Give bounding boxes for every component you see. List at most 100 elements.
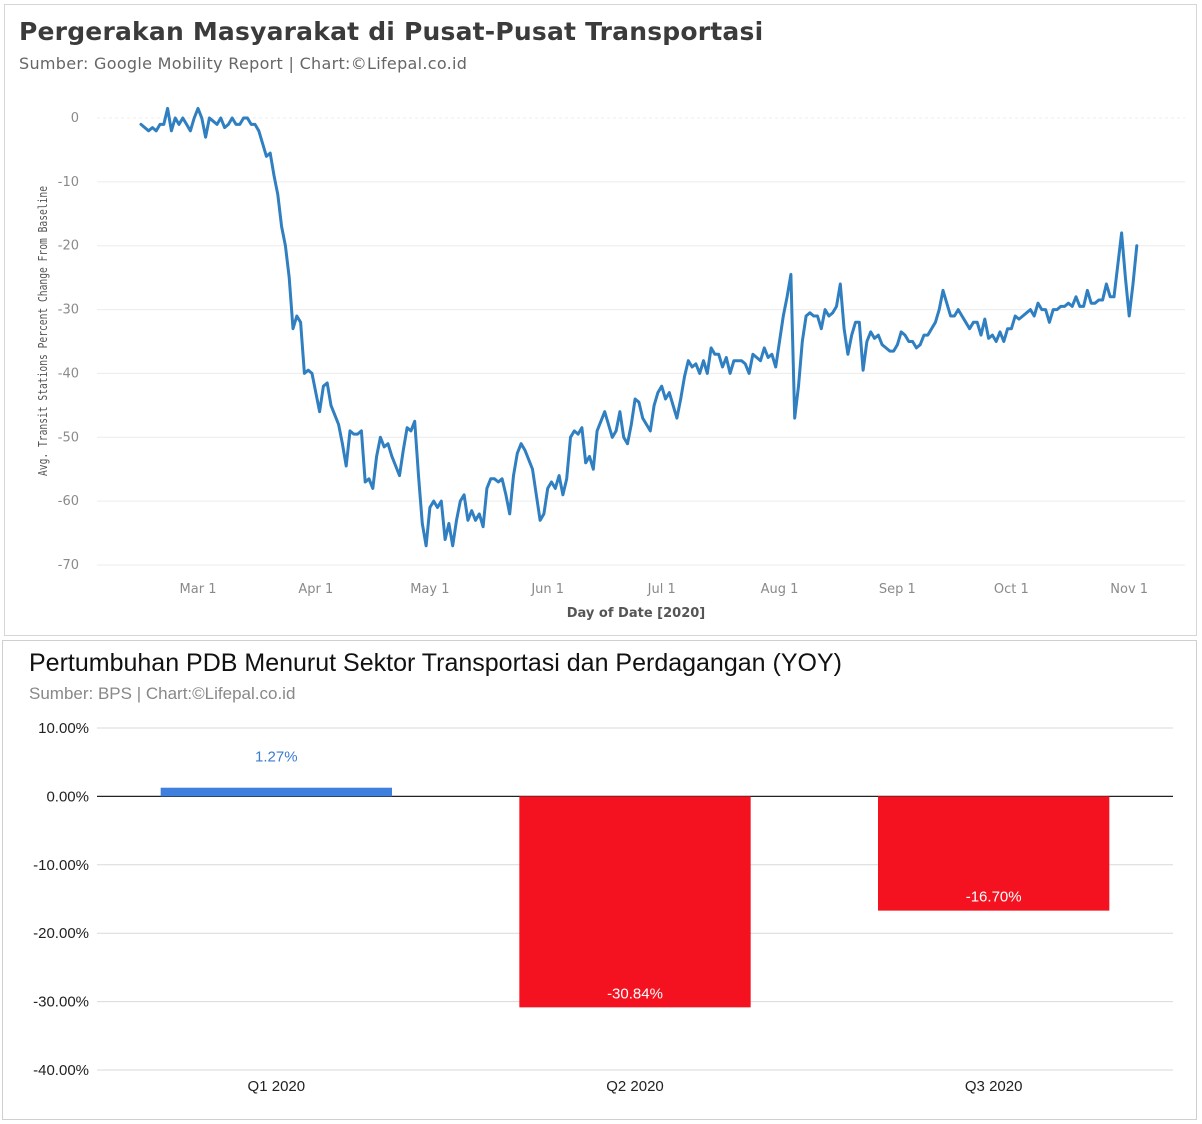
data-point <box>660 385 663 388</box>
data-point <box>409 429 413 433</box>
data-point <box>945 302 948 305</box>
data-point <box>900 330 903 334</box>
data-point <box>250 123 253 126</box>
data-point <box>820 327 823 330</box>
data-point <box>219 116 222 120</box>
y-axis-label: Avg. Transit Stations Percent Change Fro… <box>36 186 50 476</box>
data-point <box>778 340 781 343</box>
data-point <box>162 123 165 126</box>
data-point <box>926 333 929 337</box>
y-tick-label: 10.00% <box>38 720 89 737</box>
data-point <box>147 129 150 132</box>
data-point <box>295 314 298 318</box>
data-point <box>782 314 785 318</box>
data-point <box>299 321 302 324</box>
data-point <box>573 429 576 433</box>
data-point <box>333 413 336 417</box>
data-point <box>386 442 390 445</box>
data-point <box>1017 317 1021 321</box>
x-tick-label: Q2 2020 <box>606 1078 664 1095</box>
data-point <box>728 372 732 375</box>
data-point <box>717 353 720 356</box>
data-point <box>698 372 701 375</box>
x-tick-label: Aug 1 <box>761 582 799 597</box>
data-point <box>318 410 321 413</box>
data-point <box>607 423 610 426</box>
y-tick-label: -40.00% <box>33 1062 89 1079</box>
data-point <box>356 432 359 436</box>
data-point <box>550 480 553 484</box>
data-point <box>888 349 891 353</box>
data-point <box>1078 305 1082 308</box>
data-point <box>858 321 861 324</box>
bar-q2-2020 <box>519 796 751 1008</box>
data-point <box>599 420 603 423</box>
data-point <box>884 346 888 350</box>
data-point <box>246 116 249 120</box>
data-point <box>842 327 846 330</box>
data-point <box>417 474 420 477</box>
data-point <box>854 321 857 324</box>
data-point <box>827 314 831 318</box>
data-point <box>231 116 234 120</box>
mobility-chart-subtitle: Sumber: Google Mobility Report | Chart:©… <box>19 54 468 73</box>
data-point <box>242 116 245 120</box>
data-point <box>1131 282 1135 286</box>
data-point <box>732 359 736 362</box>
data-point <box>785 295 789 298</box>
data-point <box>367 477 371 480</box>
bar-q3-2020 <box>877 796 1110 911</box>
data-point <box>565 477 568 480</box>
x-tick-label: Q3 2020 <box>965 1078 1023 1095</box>
x-tick-label: Oct 1 <box>994 582 1029 597</box>
gdp-bar-chart: 10.00% 0.00% -10.00% -20.00% -30.00% -40.00% 1… <box>33 720 1173 1095</box>
data-point <box>766 356 770 359</box>
data-point <box>694 362 698 366</box>
data-point <box>576 432 580 436</box>
data-point <box>379 436 382 439</box>
data-point <box>976 321 979 324</box>
data-point <box>512 474 515 477</box>
data-point <box>158 123 162 126</box>
data-point <box>930 327 933 330</box>
data-point <box>569 436 572 439</box>
data-point <box>151 126 154 129</box>
data-point <box>611 436 614 439</box>
data-point <box>497 480 500 484</box>
data-point <box>1112 295 1116 298</box>
y-tick-label: -30.00% <box>33 994 89 1011</box>
data-point <box>1097 298 1101 302</box>
x-tick-label: May 1 <box>410 582 449 597</box>
data-point <box>603 410 606 413</box>
data-point <box>261 142 264 145</box>
data-point <box>405 426 409 429</box>
data-point <box>614 429 618 433</box>
data-point <box>941 289 945 292</box>
data-point <box>527 458 530 461</box>
data-point <box>816 314 819 318</box>
data-point <box>276 193 279 196</box>
data-point <box>1116 263 1120 267</box>
data-point <box>1128 314 1131 318</box>
data-point <box>413 420 416 423</box>
data-point <box>1086 289 1089 292</box>
data-point <box>272 174 276 177</box>
x-tick-label: Jun 1 <box>530 582 564 597</box>
data-point <box>1090 302 1093 305</box>
data-point <box>873 337 876 340</box>
data-point <box>269 151 272 155</box>
data-point <box>804 314 808 318</box>
data-point <box>1029 308 1032 311</box>
data-point <box>265 155 268 158</box>
data-point <box>462 493 466 496</box>
data-point <box>470 509 473 512</box>
data-point <box>208 116 211 120</box>
data-point <box>919 343 922 346</box>
data-point <box>428 506 432 509</box>
data-point <box>957 308 960 311</box>
data-point <box>421 522 424 525</box>
data-point <box>1109 295 1112 298</box>
y-tick-label: 0 <box>71 111 79 126</box>
data-point <box>238 123 241 126</box>
data-point <box>618 410 622 413</box>
